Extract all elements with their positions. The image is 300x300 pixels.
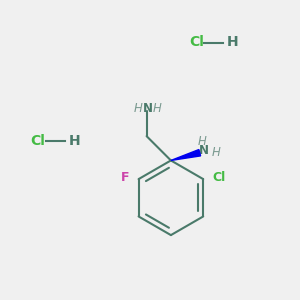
Text: Cl: Cl [31,134,46,148]
Text: H: H [69,134,80,148]
Text: N: N [199,144,209,157]
Text: H: H [227,35,239,50]
Text: H: H [198,136,207,148]
Text: N: N [143,102,153,115]
Text: H: H [212,146,220,159]
Polygon shape [171,149,201,161]
Text: Cl: Cl [213,171,226,184]
Text: H: H [134,102,143,115]
Text: Cl: Cl [189,35,204,50]
Text: F: F [121,171,129,184]
Text: H: H [153,102,161,115]
